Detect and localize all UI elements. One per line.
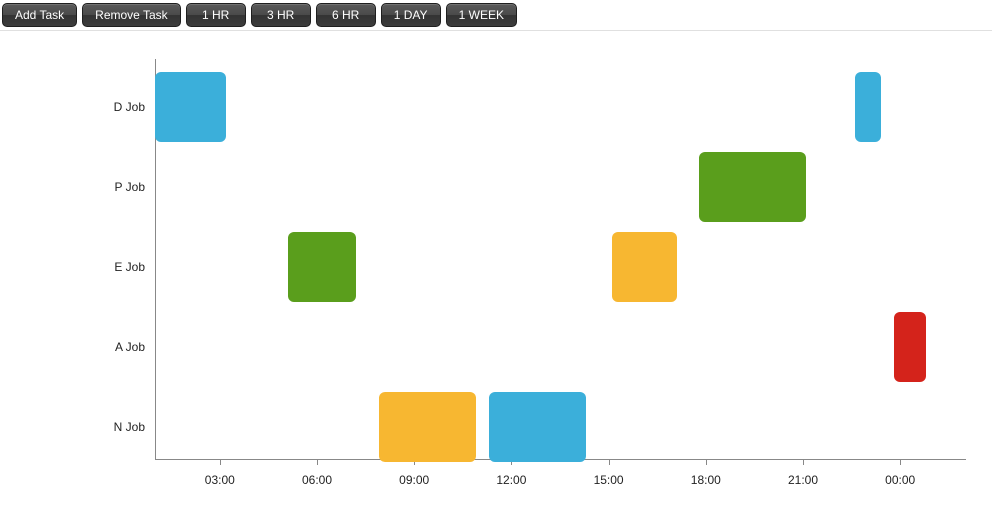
y-axis-label: D Job [114,100,145,114]
x-axis-tick [900,459,901,465]
range-1week-button[interactable]: 1 WEEK [446,3,517,27]
x-axis-label: 09:00 [399,473,429,487]
x-axis-label: 15:00 [594,473,624,487]
gantt-task-bar[interactable] [855,72,881,142]
gantt-chart: D Job P Job E Job A Job N Job 03:00 06:00 09:00… [0,31,992,517]
range-6hr-button[interactable]: 6 HR [316,3,376,27]
y-axis-label: A Job [115,340,145,354]
gantt-task-bar[interactable] [489,392,586,462]
range-3hr-button[interactable]: 3 HR [251,3,311,27]
range-1day-button[interactable]: 1 DAY [381,3,441,27]
x-axis-label: 00:00 [885,473,915,487]
remove-task-button[interactable]: Remove Task [82,3,180,27]
x-axis-label: 21:00 [788,473,818,487]
y-axis-label: E Job [114,260,145,274]
page-root: Add Task Remove Task 1 HR 3 HR 6 HR 1 DA… [0,0,992,516]
x-axis-tick [609,459,610,465]
x-axis-label: 03:00 [205,473,235,487]
toolbar: Add Task Remove Task 1 HR 3 HR 6 HR 1 DA… [0,0,992,31]
x-axis-tick [803,459,804,465]
range-1hr-button[interactable]: 1 HR [186,3,246,27]
gantt-task-bar[interactable] [379,392,476,462]
gantt-task-bar[interactable] [288,232,356,302]
x-axis-label: 06:00 [302,473,332,487]
x-axis-tick [220,459,221,465]
x-axis-label: 12:00 [496,473,526,487]
x-axis-tick [317,459,318,465]
x-axis-label: 18:00 [691,473,721,487]
y-axis-label: N Job [114,420,145,434]
gantt-task-bar[interactable] [612,232,677,302]
gantt-task-bar[interactable] [155,72,226,142]
x-axis-tick [706,459,707,465]
gantt-task-bar[interactable] [894,312,926,382]
y-axis-label: P Job [115,180,145,194]
add-task-button[interactable]: Add Task [2,3,77,27]
gantt-task-bar[interactable] [699,152,806,222]
